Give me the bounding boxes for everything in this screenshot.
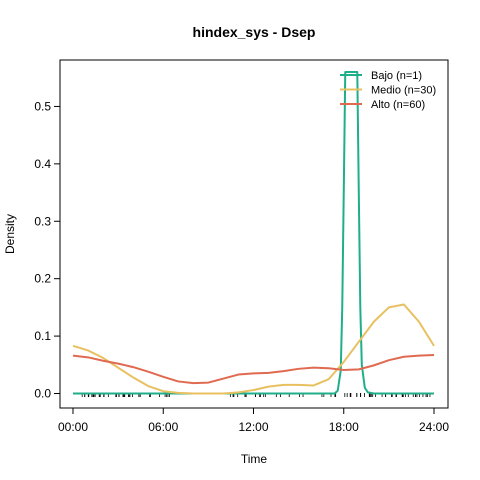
plot-frame	[59, 59, 449, 409]
y-tick-label: 0.0	[34, 387, 51, 401]
x-tick-label: 00:00	[58, 420, 88, 434]
y-tick-label: 0.3	[34, 214, 51, 228]
x-tick-label: 24:00	[419, 420, 449, 434]
x-tick-label: 06:00	[148, 420, 178, 434]
x-tick-label: 12:00	[238, 420, 268, 434]
y-tick-label: 0.5	[34, 99, 51, 113]
y-tick-label: 0.4	[34, 157, 51, 171]
series-line	[72, 303, 435, 395]
legend-label: Medio (n=30)	[371, 85, 436, 97]
chart-title: hindex_sys - Dsep	[193, 24, 316, 40]
legend: Bajo (n=1) Medio (n=30) Alto (n=60)	[340, 70, 436, 111]
y-tick-label: 0.2	[34, 272, 51, 286]
x-axis-label: Time	[241, 452, 268, 466]
series-layer	[72, 71, 435, 395]
legend-label: Bajo (n=1)	[371, 70, 422, 82]
x-tick-label: 18:00	[329, 420, 359, 434]
series-line	[72, 354, 435, 385]
x-axis: 00:00 06:00 12:00 18:00 24:00	[58, 408, 449, 434]
y-tick-label: 0.1	[34, 329, 51, 343]
series-line	[73, 71, 434, 395]
y-axis-label: Density	[3, 214, 17, 254]
y-axis: 0.0 0.1 0.2 0.3 0.4 0.5	[34, 99, 60, 401]
legend-label: Alto (n=60)	[371, 99, 425, 111]
